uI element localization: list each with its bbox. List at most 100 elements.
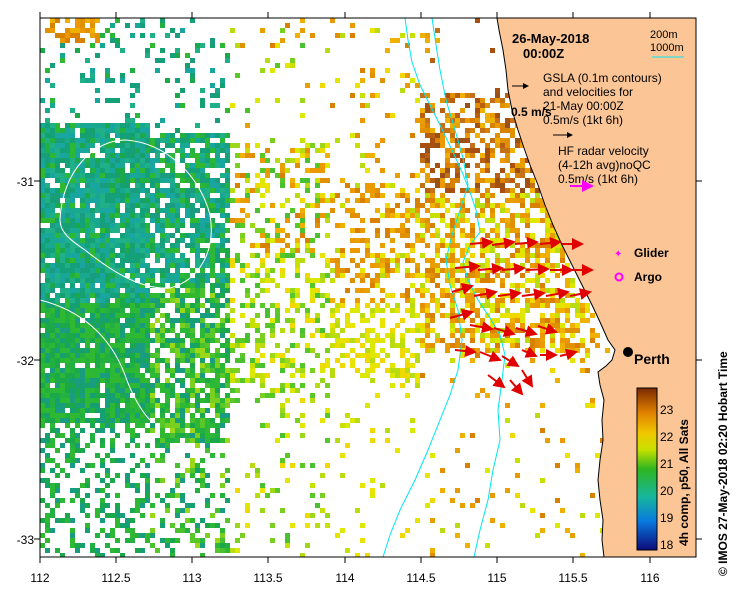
sst-pixel xyxy=(155,438,160,443)
sst-pixel xyxy=(205,438,210,443)
sst-pixel xyxy=(75,238,80,243)
sst-pixel xyxy=(190,353,195,358)
sst-pixel xyxy=(180,383,185,388)
sst-pixel xyxy=(60,248,65,253)
sst-pixel xyxy=(140,378,145,383)
sst-pixel xyxy=(60,348,65,353)
sst-pixel xyxy=(95,218,100,223)
sst-pixel xyxy=(115,358,120,363)
sst-pixel xyxy=(295,303,300,308)
sst-pixel xyxy=(360,538,365,543)
sst-pixel xyxy=(135,403,140,408)
sst-pixel xyxy=(225,153,230,158)
sst-pixel xyxy=(530,188,535,193)
sst-pixel xyxy=(490,123,495,128)
sst-pixel xyxy=(480,178,485,183)
sst-pixel xyxy=(360,218,365,223)
sst-pixel xyxy=(315,178,320,183)
sst-pixel xyxy=(105,328,110,333)
sst-pixel xyxy=(70,533,75,538)
sst-pixel xyxy=(290,383,295,388)
sst-pixel xyxy=(190,368,195,373)
sst-pixel xyxy=(485,118,490,123)
sst-pixel xyxy=(190,208,195,213)
sst-pixel xyxy=(65,38,70,43)
sst-pixel xyxy=(145,343,150,348)
sst-pixel xyxy=(590,403,595,408)
sst-pixel xyxy=(40,338,45,343)
sst-pixel xyxy=(140,253,145,258)
sst-pixel xyxy=(210,163,215,168)
sst-pixel xyxy=(155,228,160,233)
sst-pixel xyxy=(115,268,120,273)
sst-pixel xyxy=(120,303,125,308)
sst-pixel xyxy=(350,308,355,313)
sst-pixel xyxy=(215,93,220,98)
sst-pixel xyxy=(380,483,385,488)
sst-pixel xyxy=(130,363,135,368)
sst-pixel xyxy=(380,258,385,263)
sst-pixel xyxy=(145,138,150,143)
sst-pixel xyxy=(150,163,155,168)
sst-pixel xyxy=(135,148,140,153)
sst-pixel xyxy=(205,143,210,148)
sst-pixel xyxy=(410,258,415,263)
sst-pixel xyxy=(130,373,135,378)
sst-pixel xyxy=(450,258,455,263)
sst-pixel xyxy=(260,373,265,378)
sst-pixel xyxy=(80,193,85,198)
sst-pixel xyxy=(210,233,215,238)
sst-pixel xyxy=(320,168,325,173)
sst-pixel xyxy=(145,478,150,483)
contour-1000-label: 1000m xyxy=(650,42,684,54)
sst-pixel xyxy=(440,193,445,198)
sst-pixel xyxy=(220,148,225,153)
sst-pixel xyxy=(480,213,485,218)
sst-pixel xyxy=(115,198,120,203)
sst-pixel xyxy=(140,153,145,158)
sst-pixel xyxy=(595,343,600,348)
sst-pixel xyxy=(145,328,150,333)
sst-pixel xyxy=(165,258,170,263)
sst-pixel xyxy=(125,408,130,413)
sst-pixel xyxy=(175,358,180,363)
sst-pixel xyxy=(450,233,455,238)
sst-pixel xyxy=(570,358,575,363)
sst-pixel xyxy=(55,238,60,243)
sst-pixel xyxy=(75,368,80,373)
sst-pixel xyxy=(195,243,200,248)
sst-pixel xyxy=(140,313,145,318)
sst-pixel xyxy=(575,313,580,318)
sst-pixel xyxy=(50,18,55,23)
sst-pixel xyxy=(225,238,230,243)
sst-pixel xyxy=(85,328,90,333)
sst-pixel xyxy=(70,518,75,523)
sst-pixel xyxy=(240,233,245,238)
sst-pixel xyxy=(310,293,315,298)
sst-pixel xyxy=(120,368,125,373)
sst-pixel xyxy=(175,228,180,233)
sst-pixel xyxy=(115,373,120,378)
sst-pixel xyxy=(140,158,145,163)
sst-pixel xyxy=(195,303,200,308)
sst-pixel xyxy=(190,68,195,73)
sst-pixel xyxy=(125,423,130,428)
sst-pixel xyxy=(375,93,380,98)
sst-pixel xyxy=(70,188,75,193)
sst-pixel xyxy=(135,213,140,218)
sst-pixel xyxy=(360,198,365,203)
sst-pixel xyxy=(245,153,250,158)
sst-pixel xyxy=(80,208,85,213)
sst-pixel xyxy=(430,223,435,228)
gsla-contour xyxy=(59,139,212,289)
sst-pixel xyxy=(50,443,55,448)
sst-pixel xyxy=(525,303,530,308)
sst-pixel xyxy=(160,173,165,178)
sst-pixel xyxy=(60,413,65,418)
sst-pixel xyxy=(205,353,210,358)
sst-pixel xyxy=(475,18,480,23)
sst-pixel xyxy=(80,223,85,228)
sst-pixel xyxy=(520,198,525,203)
sst-pixel xyxy=(445,313,450,318)
sst-pixel xyxy=(245,148,250,153)
